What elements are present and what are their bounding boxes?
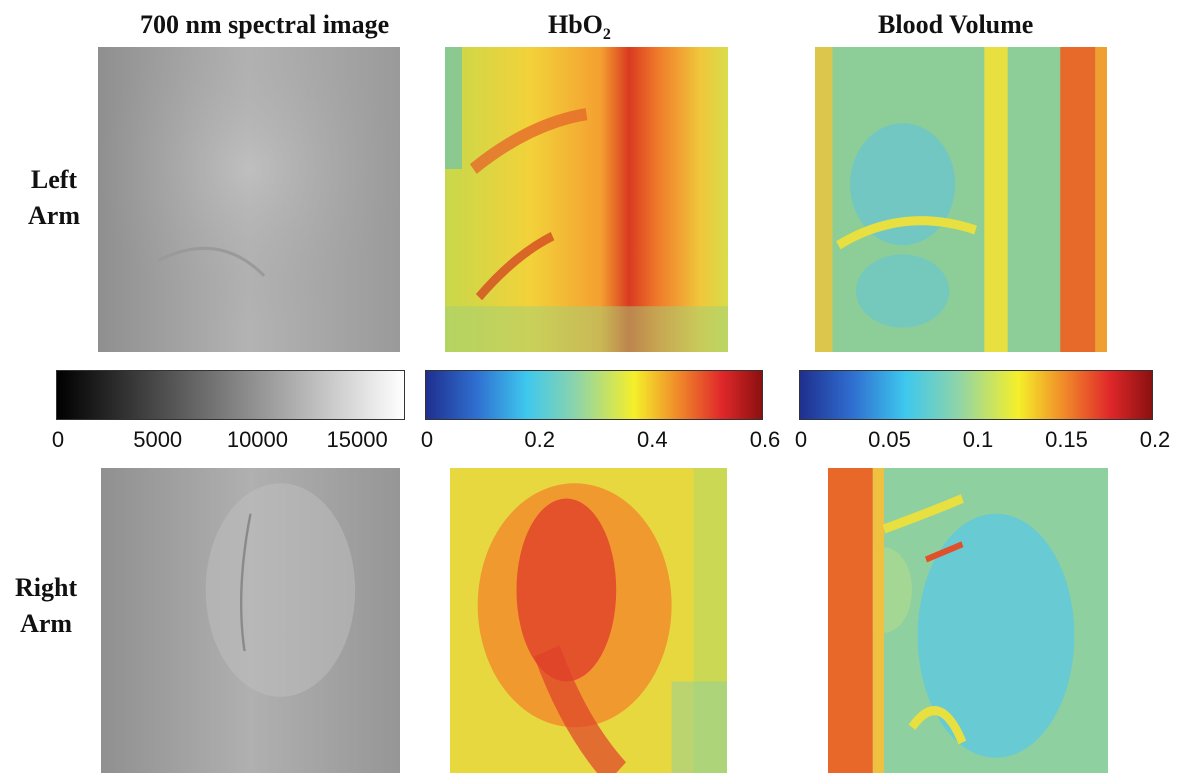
- right-arm-hbo2-map: [450, 468, 727, 773]
- left-arm-hbo2-map: [445, 47, 728, 352]
- blood_volume-tick-label: 0.15: [1045, 427, 1088, 452]
- grayscale-colorbar: [56, 370, 405, 420]
- gray-tick-label: 5000: [133, 427, 183, 452]
- row-label-left-arm: Left Arm: [28, 162, 80, 234]
- hbo2-title-main: HbO: [548, 10, 603, 39]
- hbo2-tick-label: 0.2: [524, 427, 555, 452]
- row-label-right-line1: Right: [15, 573, 78, 602]
- blood-volume-colorbar: [799, 370, 1153, 420]
- blood_volume-tick-label: 0.1: [962, 427, 994, 452]
- hbo2-title-subscript: 2: [602, 26, 611, 43]
- hbo2-tick-label: 0.4: [637, 427, 668, 452]
- right-arm-spectral-image: [101, 468, 400, 773]
- blood-volume-title: Blood Volume: [878, 10, 1034, 39]
- gray-tick-label: 0: [51, 427, 65, 452]
- left-arm-spectral-image: [98, 47, 400, 352]
- blood_volume-tick-label: 0.05: [868, 427, 911, 452]
- gray-tick-label: 15000: [326, 427, 388, 452]
- blood_volume-tick-label: 0.2: [1139, 427, 1171, 452]
- hbo2-colorbar: [425, 370, 763, 420]
- gray-tick-label: 10000: [226, 427, 289, 452]
- hbo2-title: HbO2: [548, 10, 611, 44]
- row-label-right-line2: Arm: [20, 609, 73, 638]
- spectral-image-title: 700 nm spectral image: [140, 10, 390, 39]
- left-arm-blood-volume-map: [815, 47, 1107, 352]
- right-arm-blood-volume-map: [828, 468, 1108, 773]
- row-label-right-arm: Right Arm: [15, 570, 77, 642]
- row-label-left-line1: Left: [30, 165, 78, 194]
- blood_volume-tick-label: 0: [794, 427, 808, 452]
- row-label-left-line2: Arm: [28, 201, 80, 230]
- hbo2-tick-label: 0: [420, 427, 434, 452]
- hbo2-tick-label: 0.6: [749, 427, 781, 452]
